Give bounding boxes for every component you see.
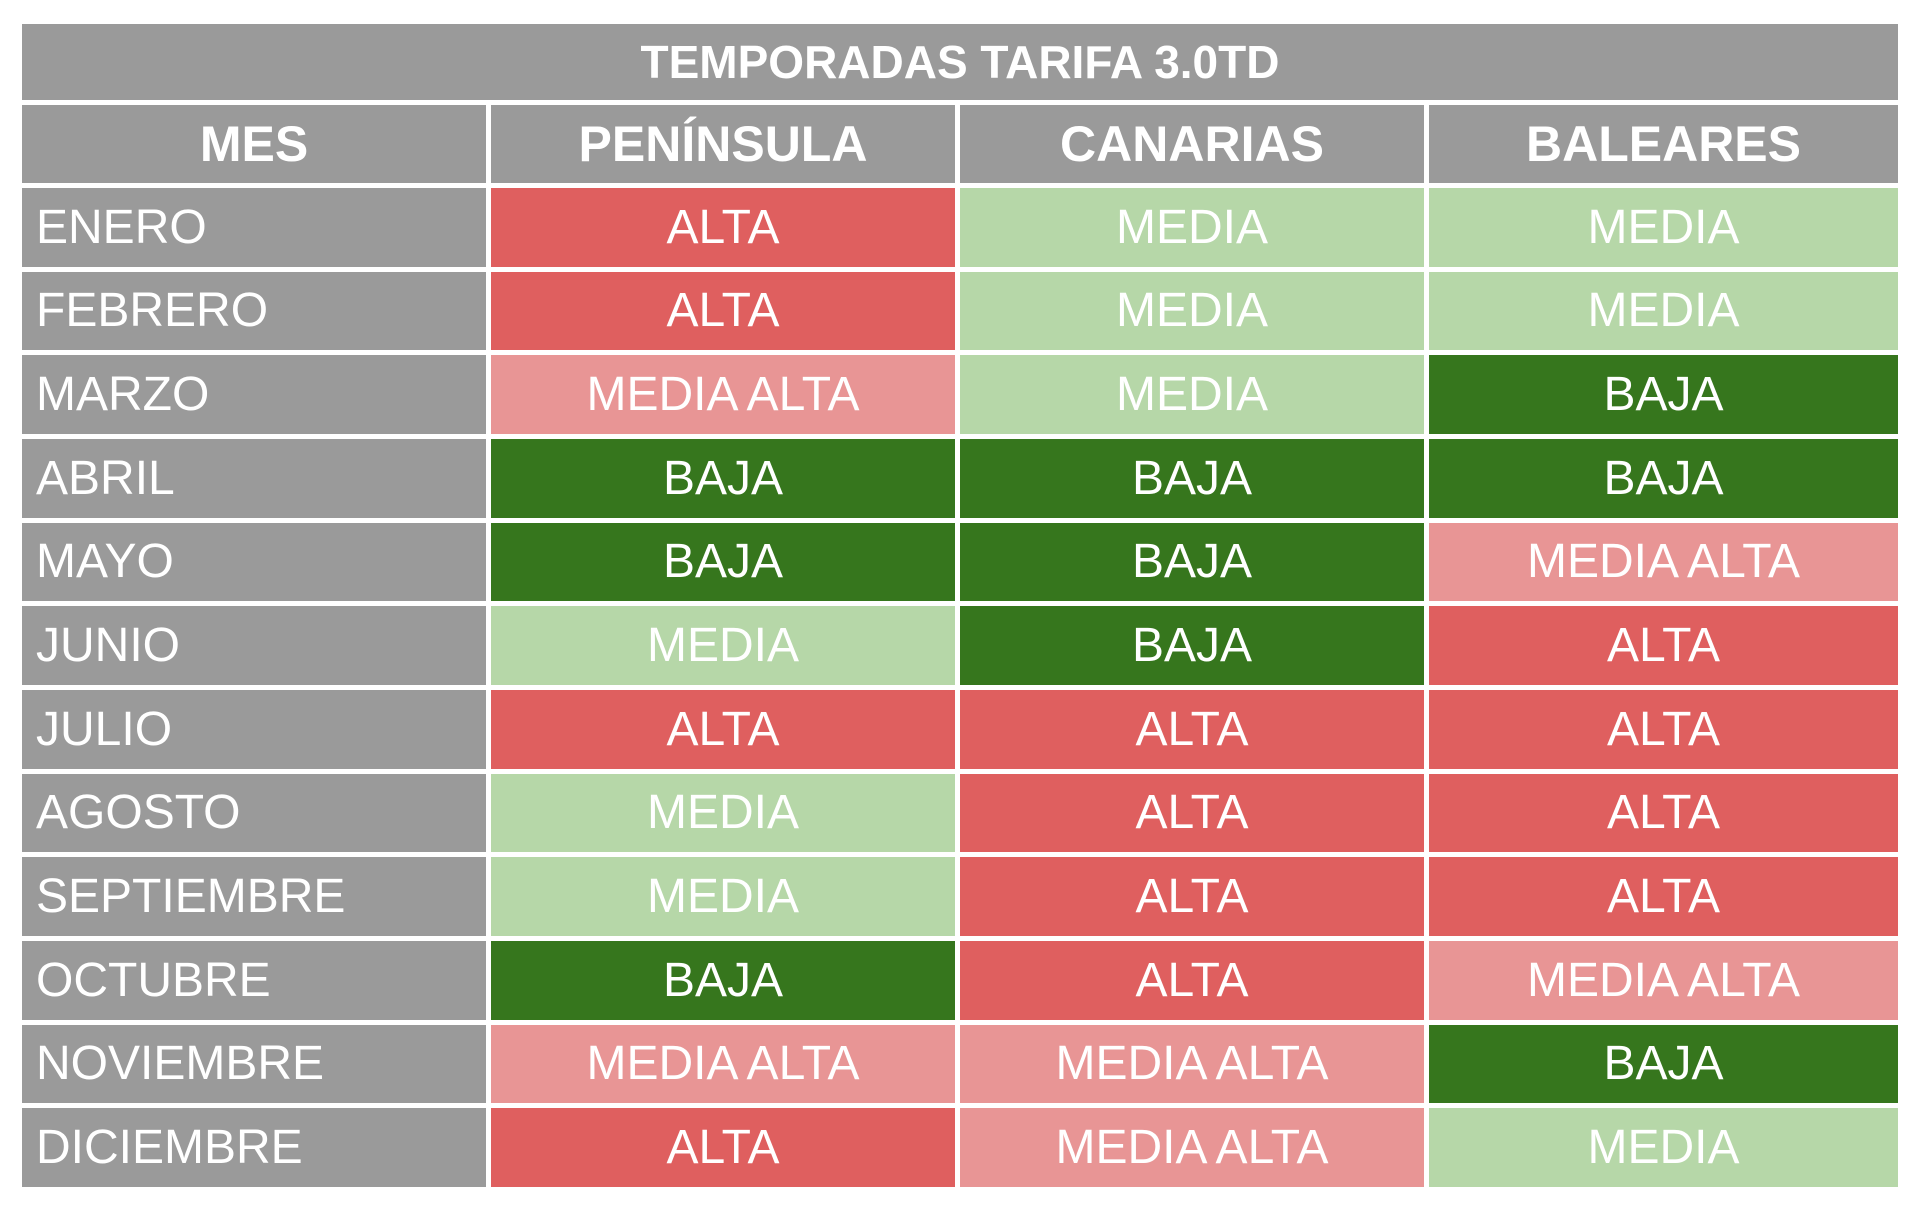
table-row: JUNIO MEDIA BAJA ALTA bbox=[22, 606, 1898, 690]
season-cell-baleares: MEDIA bbox=[1429, 1108, 1898, 1192]
season-cell-canarias: MEDIA bbox=[960, 188, 1429, 272]
season-cell-peninsula: ALTA bbox=[491, 188, 960, 272]
season-cell-peninsula: ALTA bbox=[491, 1108, 960, 1192]
season-cell-peninsula: MEDIA bbox=[491, 606, 960, 690]
column-header-baleares: BALEARES bbox=[1429, 105, 1898, 188]
table-row: FEBRERO ALTA MEDIA MEDIA bbox=[22, 271, 1898, 356]
season-cell-canarias: BAJA bbox=[960, 438, 1429, 523]
table-row: ENERO ALTA MEDIA MEDIA bbox=[22, 188, 1898, 272]
season-cell-canarias: MEDIA ALTA bbox=[960, 1108, 1429, 1192]
month-cell: NOVIEMBRE bbox=[22, 1024, 491, 1109]
season-cell-baleares: MEDIA ALTA bbox=[1429, 940, 1898, 1025]
table-row: AGOSTO MEDIA ALTA ALTA bbox=[22, 773, 1898, 858]
season-cell-peninsula: MEDIA ALTA bbox=[491, 1024, 960, 1109]
season-cell-peninsula: BAJA bbox=[491, 522, 960, 607]
month-cell: AGOSTO bbox=[22, 773, 491, 858]
table-body: ENERO ALTA MEDIA MEDIA FEBRERO ALTA MEDIA MEDIA… bbox=[22, 188, 1898, 1192]
season-cell-peninsula: ALTA bbox=[491, 689, 960, 774]
header-row: MES PENÍNSULA CANARIAS BALEARES bbox=[22, 105, 1898, 188]
season-cell-peninsula: MEDIA bbox=[491, 773, 960, 858]
season-cell-baleares: BAJA bbox=[1429, 438, 1898, 523]
column-header-peninsula: PENÍNSULA bbox=[491, 105, 960, 188]
season-cell-canarias: BAJA bbox=[960, 606, 1429, 690]
season-cell-canarias: MEDIA bbox=[960, 355, 1429, 439]
season-cell-baleares: ALTA bbox=[1429, 857, 1898, 941]
season-cell-baleares: ALTA bbox=[1429, 689, 1898, 774]
season-cell-canarias: ALTA bbox=[960, 857, 1429, 941]
season-cell-peninsula: BAJA bbox=[491, 438, 960, 523]
season-cell-peninsula: BAJA bbox=[491, 940, 960, 1025]
month-cell: JULIO bbox=[22, 689, 491, 774]
season-cell-canarias: ALTA bbox=[960, 773, 1429, 858]
season-cell-canarias: ALTA bbox=[960, 940, 1429, 1025]
column-header-mes: MES bbox=[22, 105, 491, 188]
table-row: JULIO ALTA ALTA ALTA bbox=[22, 689, 1898, 774]
season-cell-canarias: ALTA bbox=[960, 689, 1429, 774]
table-title: TEMPORADAS TARIFA 3.0TD bbox=[22, 24, 1898, 105]
month-cell: ABRIL bbox=[22, 438, 491, 523]
table-row: MAYO BAJA BAJA MEDIA ALTA bbox=[22, 522, 1898, 607]
title-row: TEMPORADAS TARIFA 3.0TD bbox=[22, 24, 1898, 105]
table-row: MARZO MEDIA ALTA MEDIA BAJA bbox=[22, 355, 1898, 439]
column-header-canarias: CANARIAS bbox=[960, 105, 1429, 188]
month-cell: MAYO bbox=[22, 522, 491, 607]
month-cell: SEPTIEMBRE bbox=[22, 857, 491, 941]
month-cell: JUNIO bbox=[22, 606, 491, 690]
table-row: OCTUBRE BAJA ALTA MEDIA ALTA bbox=[22, 940, 1898, 1025]
table-row: ABRIL BAJA BAJA BAJA bbox=[22, 438, 1898, 523]
season-cell-canarias: MEDIA bbox=[960, 271, 1429, 356]
season-cell-canarias: BAJA bbox=[960, 522, 1429, 607]
season-cell-peninsula: MEDIA bbox=[491, 857, 960, 941]
season-cell-baleares: BAJA bbox=[1429, 1024, 1898, 1109]
season-table: TEMPORADAS TARIFA 3.0TD MES PENÍNSULA CA… bbox=[22, 24, 1898, 1192]
season-cell-baleares: ALTA bbox=[1429, 606, 1898, 690]
season-cell-peninsula: ALTA bbox=[491, 271, 960, 356]
month-cell: ENERO bbox=[22, 188, 491, 272]
season-cell-baleares: ALTA bbox=[1429, 773, 1898, 858]
season-cell-baleares: MEDIA bbox=[1429, 188, 1898, 272]
table-row: SEPTIEMBRE MEDIA ALTA ALTA bbox=[22, 857, 1898, 941]
season-cell-peninsula: MEDIA ALTA bbox=[491, 355, 960, 439]
season-cell-baleares: MEDIA bbox=[1429, 271, 1898, 356]
month-cell: DICIEMBRE bbox=[22, 1108, 491, 1192]
table-row: DICIEMBRE ALTA MEDIA ALTA MEDIA bbox=[22, 1108, 1898, 1192]
season-cell-baleares: BAJA bbox=[1429, 355, 1898, 439]
month-cell: FEBRERO bbox=[22, 271, 491, 356]
month-cell: OCTUBRE bbox=[22, 940, 491, 1025]
table-row: NOVIEMBRE MEDIA ALTA MEDIA ALTA BAJA bbox=[22, 1024, 1898, 1109]
season-cell-baleares: MEDIA ALTA bbox=[1429, 522, 1898, 607]
season-cell-canarias: MEDIA ALTA bbox=[960, 1024, 1429, 1109]
month-cell: MARZO bbox=[22, 355, 491, 439]
